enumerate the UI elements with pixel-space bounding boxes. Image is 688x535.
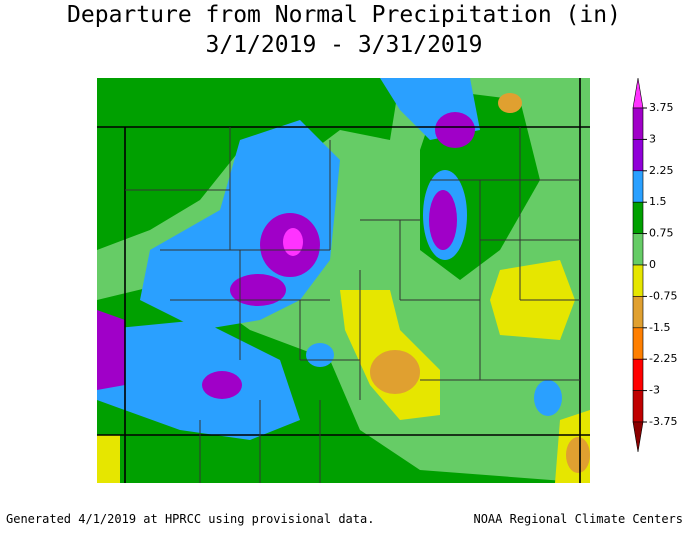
legend-tick-label: 0 (649, 258, 656, 271)
footer-note: Generated 4/1/2019 at HPRCC using provis… (6, 512, 374, 526)
legend-band (632, 107, 644, 140)
map (97, 78, 590, 483)
legend-tick-label: -3 (649, 384, 660, 397)
legend-arrow-bottom (632, 421, 644, 453)
legend-arrow-top (632, 77, 644, 109)
legend-band (632, 264, 644, 297)
map-title: Departure from Normal Precipitation (in) (67, 2, 621, 28)
legend-band (632, 170, 644, 203)
legend-tick-label: 3 (649, 132, 656, 145)
legend-tick-label: -1.5 (649, 321, 670, 334)
legend-tick-label: -2.25 (649, 352, 677, 365)
legend-band (632, 358, 644, 391)
color-legend: 3.75 3 2.25 1.5 0.75 0 -0.75 -1.5 -2.25 -3 -3.75 (632, 77, 677, 453)
legend-tick-label: 3.75 (649, 101, 674, 114)
footer-credit: NOAA Regional Climate Centers (473, 512, 683, 526)
legend-band (632, 201, 644, 234)
legend-tick-label: -3.75 (649, 415, 677, 428)
legend-band (632, 327, 644, 360)
legend-tick-label: 0.75 (649, 227, 674, 240)
legend-tick-label: 2.25 (649, 164, 674, 177)
legend-tick-label: -0.75 (649, 289, 677, 302)
legend-tick-label: 1.5 (649, 195, 667, 208)
legend-band (632, 139, 644, 172)
map-subtitle: 3/1/2019 - 3/31/2019 (206, 32, 483, 58)
legend-band (632, 233, 644, 266)
legend-band (632, 390, 644, 423)
legend-band (632, 296, 644, 329)
